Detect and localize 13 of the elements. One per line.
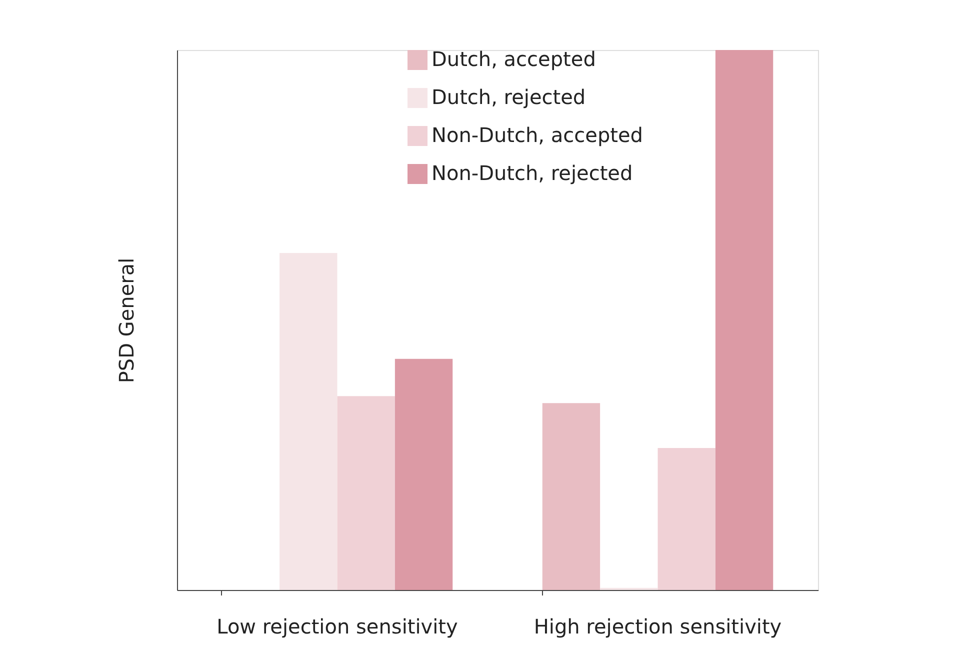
bar bbox=[658, 448, 716, 590]
bar bbox=[280, 253, 338, 590]
legend-label: Dutch, rejected bbox=[432, 85, 586, 109]
bar bbox=[542, 403, 600, 590]
legend-label: Dutch, accepted bbox=[432, 47, 596, 71]
legend-label: Non-Dutch, accepted bbox=[432, 123, 643, 147]
legend-label: Non-Dutch, rejected bbox=[432, 161, 633, 185]
bar bbox=[394, 358, 453, 590]
x-tick-label: High rejection sensitivity bbox=[534, 614, 782, 638]
x-tick-label: Low rejection sensitivity bbox=[216, 614, 458, 638]
bar bbox=[337, 396, 395, 590]
y-axis-title: PSD General bbox=[114, 258, 138, 384]
bar bbox=[715, 50, 774, 590]
